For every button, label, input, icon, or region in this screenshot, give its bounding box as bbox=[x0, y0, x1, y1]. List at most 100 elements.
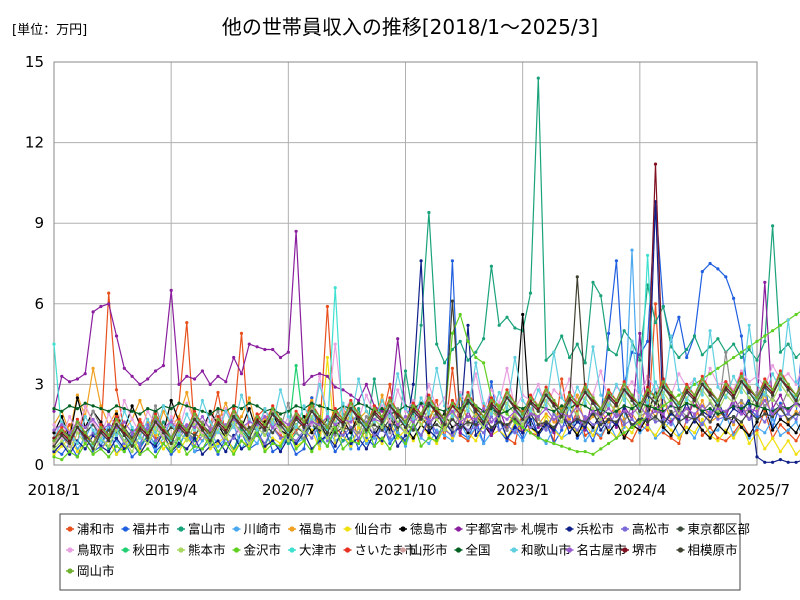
data-point bbox=[778, 350, 783, 354]
data-point bbox=[489, 415, 493, 419]
data-point bbox=[646, 404, 650, 408]
data-point bbox=[357, 436, 361, 440]
data-point bbox=[200, 452, 204, 456]
data-point bbox=[630, 380, 634, 384]
data-point bbox=[193, 409, 197, 413]
data-point bbox=[708, 393, 712, 397]
data-point bbox=[521, 431, 525, 435]
data-point bbox=[216, 431, 220, 435]
data-point bbox=[364, 393, 368, 397]
data-point bbox=[505, 436, 509, 440]
data-point bbox=[724, 275, 728, 279]
data-point bbox=[724, 431, 728, 435]
data-point bbox=[294, 425, 298, 429]
data-point bbox=[411, 409, 415, 413]
data-point bbox=[325, 436, 329, 440]
data-point bbox=[716, 423, 720, 427]
data-point bbox=[497, 417, 501, 421]
data-point bbox=[349, 393, 353, 397]
data-point bbox=[130, 409, 134, 413]
data-point bbox=[677, 415, 681, 419]
data-point bbox=[677, 401, 681, 405]
data-point bbox=[786, 412, 790, 416]
data-point bbox=[333, 433, 337, 437]
legend-item: 大津市 bbox=[288, 543, 337, 558]
data-point bbox=[466, 409, 470, 413]
data-point bbox=[646, 428, 650, 432]
data-point bbox=[778, 458, 783, 462]
data-point bbox=[778, 417, 783, 421]
data-point bbox=[528, 431, 533, 435]
data-point bbox=[310, 436, 314, 440]
data-point bbox=[271, 425, 275, 429]
data-point bbox=[224, 425, 228, 429]
data-point bbox=[521, 398, 525, 403]
data-point bbox=[716, 404, 720, 408]
data-point bbox=[739, 420, 744, 424]
data-point bbox=[388, 423, 392, 427]
data-point bbox=[419, 323, 423, 327]
data-point bbox=[630, 339, 634, 343]
data-point bbox=[521, 423, 525, 427]
data-point bbox=[669, 396, 673, 400]
data-point bbox=[482, 407, 486, 411]
data-point bbox=[521, 407, 525, 411]
data-point bbox=[224, 441, 228, 446]
data-point bbox=[552, 398, 556, 403]
data-point bbox=[544, 407, 548, 411]
data-point bbox=[685, 431, 689, 435]
data-point bbox=[560, 425, 564, 429]
data-point bbox=[591, 423, 595, 427]
data-point bbox=[747, 436, 751, 440]
data-point bbox=[114, 404, 119, 408]
data-point bbox=[700, 377, 704, 381]
data-point bbox=[232, 409, 236, 413]
data-point bbox=[146, 377, 150, 381]
data-point bbox=[513, 431, 517, 435]
data-point bbox=[193, 433, 197, 437]
data-point bbox=[575, 420, 579, 424]
data-point bbox=[591, 452, 595, 456]
data-point bbox=[75, 407, 79, 411]
legend-swatch-marker bbox=[455, 526, 462, 532]
data-point bbox=[700, 353, 704, 357]
data-point bbox=[692, 398, 697, 403]
data-point bbox=[349, 444, 353, 448]
data-point bbox=[458, 425, 462, 429]
data-point bbox=[661, 304, 665, 309]
data-point bbox=[536, 436, 540, 440]
data-point bbox=[677, 420, 681, 424]
data-point bbox=[747, 385, 751, 389]
data-point bbox=[325, 444, 329, 448]
data-point bbox=[575, 393, 579, 397]
data-point bbox=[411, 417, 415, 421]
data-point bbox=[75, 393, 79, 397]
legend: 浦和市 福井市 富山市 川崎市 福島市 仙台市 徳島市 宇都宮市 札幌市 浜松市 高松市 東京都区部鳥… bbox=[66, 522, 750, 579]
data-point bbox=[724, 417, 728, 421]
data-point bbox=[536, 404, 540, 408]
data-point bbox=[68, 380, 72, 384]
data-point bbox=[708, 412, 712, 416]
data-point bbox=[411, 428, 415, 432]
data-point bbox=[763, 385, 767, 389]
data-point bbox=[661, 425, 665, 429]
data-point bbox=[372, 444, 376, 448]
data-point bbox=[318, 404, 322, 408]
data-point bbox=[271, 347, 275, 352]
data-point bbox=[325, 355, 329, 360]
y-tick-label: 9 bbox=[34, 214, 44, 232]
data-point bbox=[786, 431, 790, 435]
data-point bbox=[614, 420, 619, 424]
data-point bbox=[685, 415, 689, 419]
data-point bbox=[380, 420, 384, 424]
data-point bbox=[107, 302, 111, 306]
data-point bbox=[575, 275, 579, 279]
data-point bbox=[107, 450, 111, 454]
legend-label: 相模原市 bbox=[688, 543, 738, 558]
data-point bbox=[747, 401, 751, 405]
data-point bbox=[185, 433, 189, 437]
data-point bbox=[653, 409, 658, 413]
data-point bbox=[357, 423, 361, 427]
data-point bbox=[302, 436, 306, 440]
data-point bbox=[341, 388, 345, 392]
